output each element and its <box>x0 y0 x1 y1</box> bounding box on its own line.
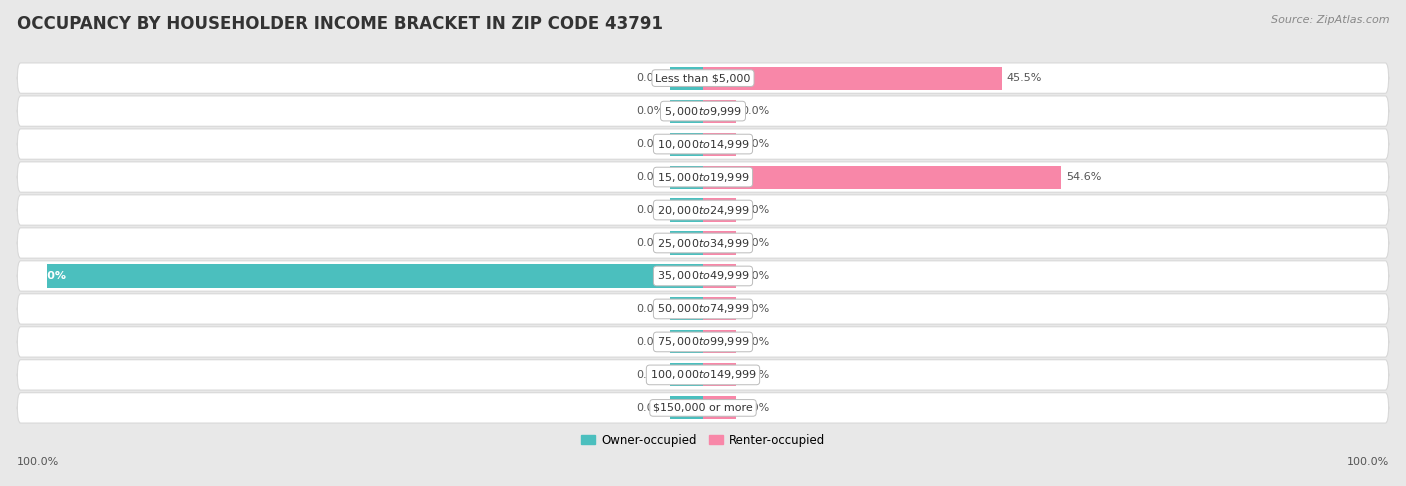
Text: 54.6%: 54.6% <box>1067 172 1102 182</box>
Text: 0.0%: 0.0% <box>637 304 665 314</box>
Bar <box>671 133 703 156</box>
Bar <box>671 364 703 386</box>
Text: $20,000 to $24,999: $20,000 to $24,999 <box>657 204 749 217</box>
Text: 0.0%: 0.0% <box>637 337 665 347</box>
Text: 0.0%: 0.0% <box>637 205 665 215</box>
FancyBboxPatch shape <box>17 393 1389 423</box>
Bar <box>671 330 703 353</box>
Text: 0.0%: 0.0% <box>637 403 665 413</box>
Bar <box>46 264 703 288</box>
Text: 0.0%: 0.0% <box>637 238 665 248</box>
Text: $15,000 to $19,999: $15,000 to $19,999 <box>657 171 749 184</box>
FancyBboxPatch shape <box>17 63 1389 93</box>
Bar <box>671 397 703 419</box>
Text: 0.0%: 0.0% <box>637 106 665 116</box>
FancyBboxPatch shape <box>17 162 1389 192</box>
FancyBboxPatch shape <box>17 294 1389 324</box>
Text: $35,000 to $49,999: $35,000 to $49,999 <box>657 269 749 282</box>
Text: $150,000 or more: $150,000 or more <box>654 403 752 413</box>
FancyBboxPatch shape <box>17 228 1389 258</box>
Text: 0.0%: 0.0% <box>741 139 769 149</box>
Text: 0.0%: 0.0% <box>741 337 769 347</box>
Text: $50,000 to $74,999: $50,000 to $74,999 <box>657 302 749 315</box>
Bar <box>703 297 735 320</box>
Text: OCCUPANCY BY HOUSEHOLDER INCOME BRACKET IN ZIP CODE 43791: OCCUPANCY BY HOUSEHOLDER INCOME BRACKET … <box>17 15 662 33</box>
Bar <box>703 264 735 288</box>
Text: 0.0%: 0.0% <box>741 370 769 380</box>
Text: 0.0%: 0.0% <box>741 205 769 215</box>
Bar <box>703 100 735 122</box>
Bar <box>671 100 703 122</box>
Text: $75,000 to $99,999: $75,000 to $99,999 <box>657 335 749 348</box>
FancyBboxPatch shape <box>17 96 1389 126</box>
FancyBboxPatch shape <box>17 360 1389 390</box>
Bar <box>703 133 735 156</box>
Text: 0.0%: 0.0% <box>637 139 665 149</box>
Text: 100.0%: 100.0% <box>17 456 59 467</box>
Text: 0.0%: 0.0% <box>741 403 769 413</box>
FancyBboxPatch shape <box>17 261 1389 291</box>
Text: $10,000 to $14,999: $10,000 to $14,999 <box>657 138 749 151</box>
Bar <box>703 364 735 386</box>
Bar <box>703 166 1062 189</box>
Bar <box>671 198 703 222</box>
Text: Source: ZipAtlas.com: Source: ZipAtlas.com <box>1271 15 1389 25</box>
FancyBboxPatch shape <box>17 327 1389 357</box>
Text: 0.0%: 0.0% <box>637 73 665 83</box>
FancyBboxPatch shape <box>17 195 1389 225</box>
Text: 45.5%: 45.5% <box>1007 73 1042 83</box>
Bar <box>703 198 735 222</box>
Text: 0.0%: 0.0% <box>637 172 665 182</box>
Bar <box>671 67 703 89</box>
Bar <box>703 67 1001 89</box>
FancyBboxPatch shape <box>17 129 1389 159</box>
Legend: Owner-occupied, Renter-occupied: Owner-occupied, Renter-occupied <box>576 429 830 451</box>
Text: Less than $5,000: Less than $5,000 <box>655 73 751 83</box>
Text: $5,000 to $9,999: $5,000 to $9,999 <box>664 104 742 118</box>
Text: 0.0%: 0.0% <box>741 271 769 281</box>
Text: 100.0%: 100.0% <box>1347 456 1389 467</box>
Bar <box>671 166 703 189</box>
Text: 0.0%: 0.0% <box>637 370 665 380</box>
Bar <box>703 397 735 419</box>
Bar <box>671 231 703 255</box>
Bar <box>703 231 735 255</box>
Text: 0.0%: 0.0% <box>741 238 769 248</box>
Text: $100,000 to $149,999: $100,000 to $149,999 <box>650 368 756 382</box>
Text: 0.0%: 0.0% <box>741 106 769 116</box>
Bar <box>703 330 735 353</box>
Bar <box>671 297 703 320</box>
Text: 0.0%: 0.0% <box>741 304 769 314</box>
Text: 100.0%: 100.0% <box>21 271 66 281</box>
Text: $25,000 to $34,999: $25,000 to $34,999 <box>657 237 749 249</box>
